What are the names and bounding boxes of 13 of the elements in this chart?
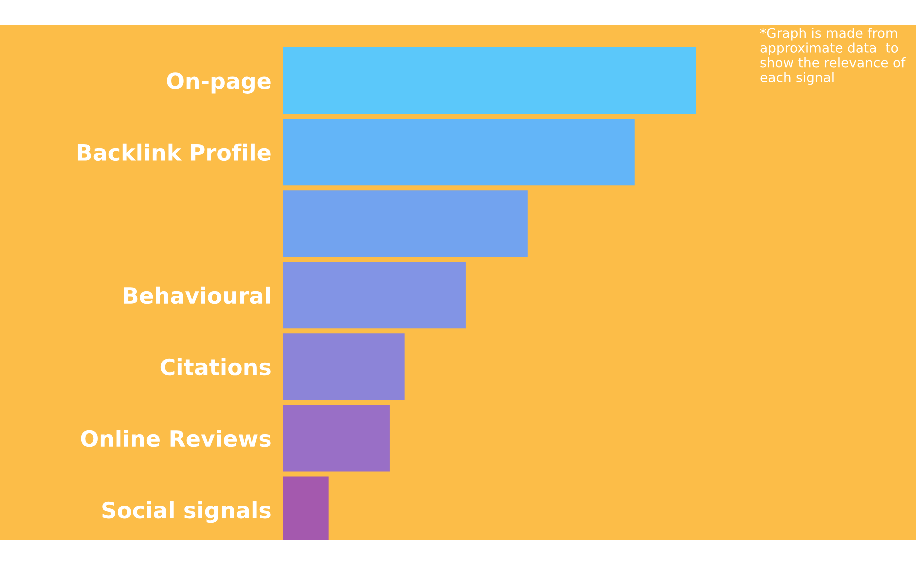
y-tick-label: Citations <box>160 358 271 376</box>
bar <box>283 190 528 258</box>
bar <box>283 405 390 472</box>
y-tick-label: Behavioural <box>124 286 270 304</box>
text: *Graph is made from approximate data to show the relevance of each signal <box>760 28 906 86</box>
bar <box>283 262 466 329</box>
bar <box>283 119 635 186</box>
bar <box>283 48 696 114</box>
y-tick-label: On-page <box>167 72 271 94</box>
bar <box>283 334 405 400</box>
y-tick-label: Backlink Profile <box>78 144 271 162</box>
y-tick-label: Social signals <box>102 502 271 524</box>
y-tick-label: Online Reviews <box>81 430 271 448</box>
